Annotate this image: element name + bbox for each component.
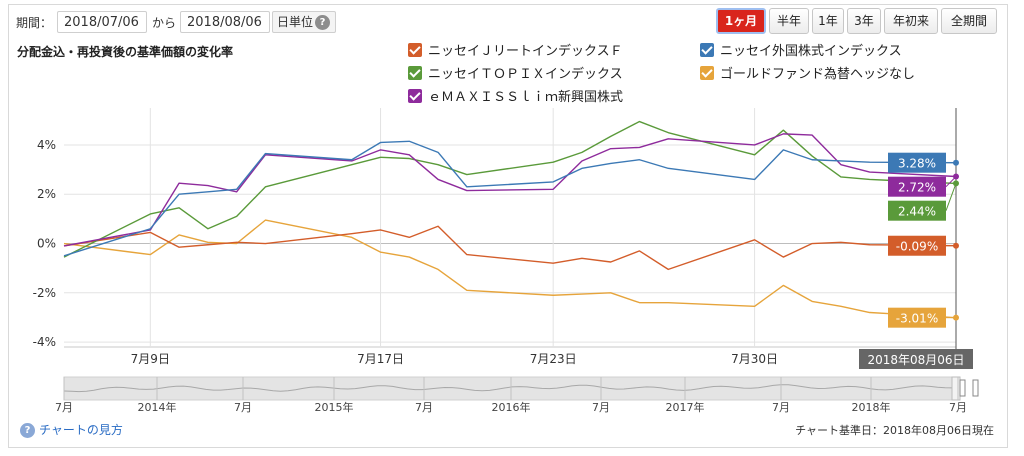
end-value-connector xyxy=(945,183,957,211)
current-date-box xyxy=(859,349,973,369)
period-button-ytd[interactable]: 年初来 xyxy=(884,8,938,34)
end-value-label: -3.01% xyxy=(896,312,938,326)
chart-base-date: チャート基準日：2018年08月06日現在 xyxy=(795,424,994,437)
x-tick-label: 7月30日 xyxy=(731,352,778,366)
navigator-label: 7月 xyxy=(592,401,610,414)
check-icon xyxy=(700,66,714,80)
navigator-label: 7月 xyxy=(772,401,790,414)
check-icon xyxy=(700,43,714,57)
period-label: 期間： xyxy=(16,16,53,30)
legend-item-emerging[interactable]: ｅＭＡＸＩＳＳｌｉｍ新興国株式 xyxy=(408,89,623,105)
legend-item-foreign-stock[interactable]: ニッセイ外国株式インデックス xyxy=(700,43,902,59)
date-separator: から xyxy=(152,16,177,30)
navigator-overview-line xyxy=(63,384,961,393)
navigator-label: 7月 xyxy=(234,401,252,414)
chart-help-link[interactable]: ? チャートの見方 xyxy=(20,421,123,438)
check-icon xyxy=(408,66,422,80)
navigator-selection xyxy=(951,376,961,401)
check-icon xyxy=(408,89,422,103)
navigator-label: 2016年 xyxy=(492,400,531,414)
period-button-1y[interactable]: 1年 xyxy=(812,8,844,34)
y-tick-label: 2% xyxy=(37,187,56,201)
end-value-connector xyxy=(945,176,957,188)
x-tick-label: 7月17日 xyxy=(357,352,404,366)
navigator-label: 2014年 xyxy=(138,400,177,414)
period-button-all[interactable]: 全期間 xyxy=(941,8,997,34)
y-tick-label: 0% xyxy=(37,237,56,251)
x-tick-label: 7月9日 xyxy=(131,352,170,366)
end-value-label: 3.28% xyxy=(898,157,936,171)
y-tick-label: 4% xyxy=(37,138,56,152)
navigator-handle xyxy=(972,379,979,397)
daily-unit-button[interactable]: 日単位? xyxy=(272,11,336,33)
end-value-box xyxy=(888,307,946,328)
series-line xyxy=(63,219,957,319)
legend-item-gold[interactable]: ゴールドファンド為替ヘッジなし xyxy=(700,66,915,82)
navigator-label: 7月 xyxy=(949,401,967,414)
period-button-3y[interactable]: 3年 xyxy=(847,8,881,34)
navigator-handle xyxy=(959,379,966,397)
help-icon: ? xyxy=(315,15,331,30)
navigator-label: 7月 xyxy=(55,401,73,414)
end-value-box xyxy=(888,200,946,221)
from-date-input[interactable]: 2018/07/06 xyxy=(57,11,147,33)
end-value-label: 2.72% xyxy=(898,181,936,195)
navigator-label: 2018年 xyxy=(852,400,891,414)
end-value-box xyxy=(888,176,946,197)
period-button-1m[interactable]: 1ヶ月 xyxy=(716,8,766,34)
navigator-label: 7月 xyxy=(415,401,433,414)
end-value-label: -0.09% xyxy=(896,240,938,254)
help-icon: ? xyxy=(20,423,35,438)
series-line xyxy=(63,140,957,257)
period-button-6m[interactable]: 半年 xyxy=(769,8,809,34)
series-line xyxy=(63,120,957,258)
legend-item-topix[interactable]: ニッセイＴＯＰＩＸインデックス xyxy=(408,66,623,82)
y-tick-label: -4% xyxy=(33,335,56,349)
end-value-box xyxy=(888,235,946,256)
navigator-label: 2017年 xyxy=(666,400,705,414)
legend-item-jreit[interactable]: ニッセイＪリートインデックスＦ xyxy=(408,43,623,59)
x-tick-label: 7月23日 xyxy=(530,352,577,366)
chart-panel xyxy=(8,4,1008,448)
current-date-label: 2018年08月06日 xyxy=(867,353,964,367)
chart-title: 分配金込・再投資後の基準価額の変化率 xyxy=(17,45,234,59)
navigator-label: 2015年 xyxy=(315,400,354,414)
series-line xyxy=(63,133,957,247)
end-value-label: 2.44% xyxy=(898,205,936,219)
check-icon xyxy=(408,43,422,57)
y-tick-label: -2% xyxy=(33,286,56,300)
end-value-box xyxy=(888,152,946,173)
series-line xyxy=(63,225,957,271)
to-date-input[interactable]: 2018/08/06 xyxy=(180,11,270,33)
